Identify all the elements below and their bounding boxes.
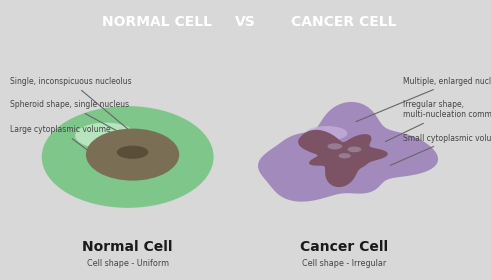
Polygon shape xyxy=(258,102,438,202)
Text: Normal Cell: Normal Cell xyxy=(82,240,173,254)
Text: NORMAL CELL: NORMAL CELL xyxy=(102,15,212,29)
Ellipse shape xyxy=(327,143,342,150)
Text: Irregular shape,
multi-nucleation common: Irregular shape, multi-nucleation common xyxy=(385,100,491,142)
Text: Cancer Cell: Cancer Cell xyxy=(300,240,388,254)
Text: Multiple, enlarged nucleoli: Multiple, enlarged nucleoli xyxy=(356,77,491,122)
Text: VS: VS xyxy=(235,15,256,29)
Text: Cell shape - Uniform: Cell shape - Uniform xyxy=(86,259,169,268)
Ellipse shape xyxy=(305,126,347,141)
Text: Cell shape - Irregular: Cell shape - Irregular xyxy=(301,259,386,268)
Polygon shape xyxy=(298,130,388,187)
Text: CANCER CELL: CANCER CELL xyxy=(291,15,396,29)
Ellipse shape xyxy=(42,106,214,208)
Text: Spheroid shape, single nucleus: Spheroid shape, single nucleus xyxy=(10,101,129,137)
Text: Small cytoplasmic volume: Small cytoplasmic volume xyxy=(390,134,491,165)
Ellipse shape xyxy=(348,146,361,152)
Ellipse shape xyxy=(86,129,179,181)
Text: Single, inconspicuous nucleolus: Single, inconspicuous nucleolus xyxy=(10,77,132,129)
Text: Large cytoplasmic volume: Large cytoplasmic volume xyxy=(10,125,110,160)
Ellipse shape xyxy=(338,153,351,158)
Ellipse shape xyxy=(117,146,148,159)
Ellipse shape xyxy=(75,123,136,149)
